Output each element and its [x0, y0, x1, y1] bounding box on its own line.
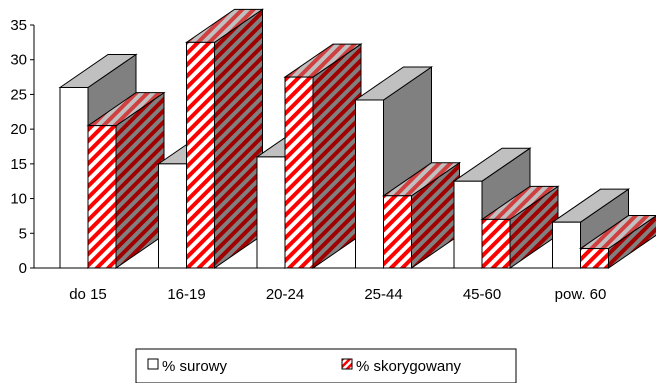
- bar-side: [313, 44, 361, 268]
- legend-label-skorygowany: % skorygowany: [356, 358, 462, 375]
- bar-front: [159, 164, 187, 268]
- bar-side: [215, 9, 263, 268]
- bar-1-2: [285, 44, 361, 268]
- bar-front: [187, 42, 215, 268]
- y-tick-label: 5: [19, 225, 27, 242]
- bar-front: [454, 181, 482, 268]
- x-tick-label: 45-60: [463, 286, 501, 303]
- x-tick-label: do 15: [69, 286, 107, 303]
- bars: [60, 9, 656, 268]
- y-tick-label: 0: [19, 260, 27, 277]
- y-tick-label: 35: [10, 17, 27, 34]
- bar-front: [60, 87, 88, 268]
- x-tick-label: pow. 60: [555, 286, 607, 303]
- bar-front: [553, 222, 581, 268]
- x-tick-label: 25-44: [364, 286, 402, 303]
- x-tick-label: 20-24: [266, 286, 304, 303]
- y-tick-label: 15: [10, 156, 27, 173]
- bar-front: [384, 196, 412, 268]
- bar-front: [581, 249, 609, 268]
- bar-1-1: [187, 9, 263, 268]
- y-tick-label: 10: [10, 191, 27, 208]
- bar-front: [482, 219, 510, 268]
- bar-1-0: [88, 93, 164, 268]
- legend-label-surowy: % surowy: [162, 358, 228, 375]
- legend-swatch-surowy: [148, 359, 158, 369]
- bar-front: [356, 100, 384, 268]
- x-tick-label: 16-19: [167, 286, 205, 303]
- bar-front: [88, 126, 116, 268]
- bar-front: [257, 157, 285, 268]
- legend: % surowy % skorygowany: [136, 349, 516, 383]
- y-tick-label: 20: [10, 121, 27, 138]
- legend-swatch-skorygowany: [342, 359, 352, 369]
- bar-front: [285, 77, 313, 268]
- y-tick-label: 25: [10, 86, 27, 103]
- y-tick-label: 30: [10, 52, 27, 69]
